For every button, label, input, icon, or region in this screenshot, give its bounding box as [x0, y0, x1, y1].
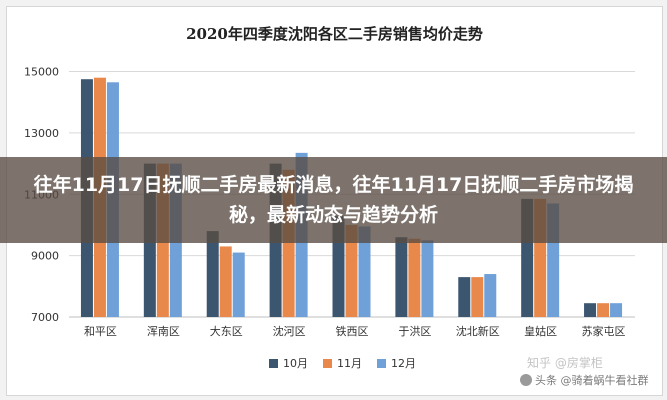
headline-banner: 往年11月17日抚顺二手房最新消息，往年11月17日抚顺二手房市场揭秘，最新动态…	[0, 157, 667, 243]
watermark-text: 头条 @骑着蜗牛看社群	[535, 374, 649, 387]
y-tick-label: 15000	[24, 66, 59, 79]
x-tick-label: 大东区	[210, 324, 243, 338]
y-tick-label: 9000	[31, 250, 59, 263]
toutiao-watermark: 头条 @骑着蜗牛看社群	[520, 372, 649, 388]
x-tick-label: 浑南区	[147, 325, 180, 338]
bar-11月-铁西区	[345, 224, 358, 317]
bar-12月-于洪区	[421, 240, 434, 317]
y-tick-label: 13000	[24, 127, 59, 140]
legend-label: 12月	[391, 357, 416, 370]
bar-12月-沈北新区	[484, 274, 497, 317]
x-tick-label: 沈北新区	[456, 324, 500, 338]
bar-11月-于洪区	[408, 238, 421, 317]
bar-11月-苏家屯区	[597, 303, 610, 317]
bar-10月-于洪区	[395, 237, 408, 317]
legend-swatch	[269, 359, 278, 368]
bar-11月-大东区	[219, 246, 232, 317]
chart-title: 2020年四季度沈阳各区二手房销售均价走势	[186, 25, 483, 43]
legend-swatch	[377, 359, 386, 368]
zhihu-watermark: 知乎 @房掌柜	[527, 356, 603, 370]
x-tick-label: 苏家屯区	[582, 324, 626, 338]
bar-12月-大东区	[232, 252, 245, 317]
x-tick-label: 沈河区	[273, 324, 306, 338]
headline-text: 往年11月17日抚顺二手房最新消息，往年11月17日抚顺二手房市场揭秘，最新动态…	[33, 174, 634, 226]
legend-label: 10月	[283, 357, 308, 370]
legend-label: 11月	[337, 357, 362, 370]
bar-10月-苏家屯区	[584, 303, 597, 317]
x-tick-label: 于洪区	[398, 324, 431, 338]
watermark-logo-icon	[520, 374, 532, 386]
x-tick-label: 和平区	[84, 325, 117, 338]
bar-12月-苏家屯区	[610, 303, 623, 317]
y-tick-label: 7000	[31, 311, 59, 324]
x-tick-label: 皇姑区	[524, 324, 557, 338]
x-tick-label: 铁西区	[336, 325, 369, 338]
bar-11月-沈北新区	[471, 277, 484, 317]
bar-10月-沈北新区	[458, 277, 471, 317]
legend-swatch	[323, 359, 332, 368]
bar-10月-大东区	[206, 231, 219, 317]
bar-12月-铁西区	[358, 226, 371, 317]
